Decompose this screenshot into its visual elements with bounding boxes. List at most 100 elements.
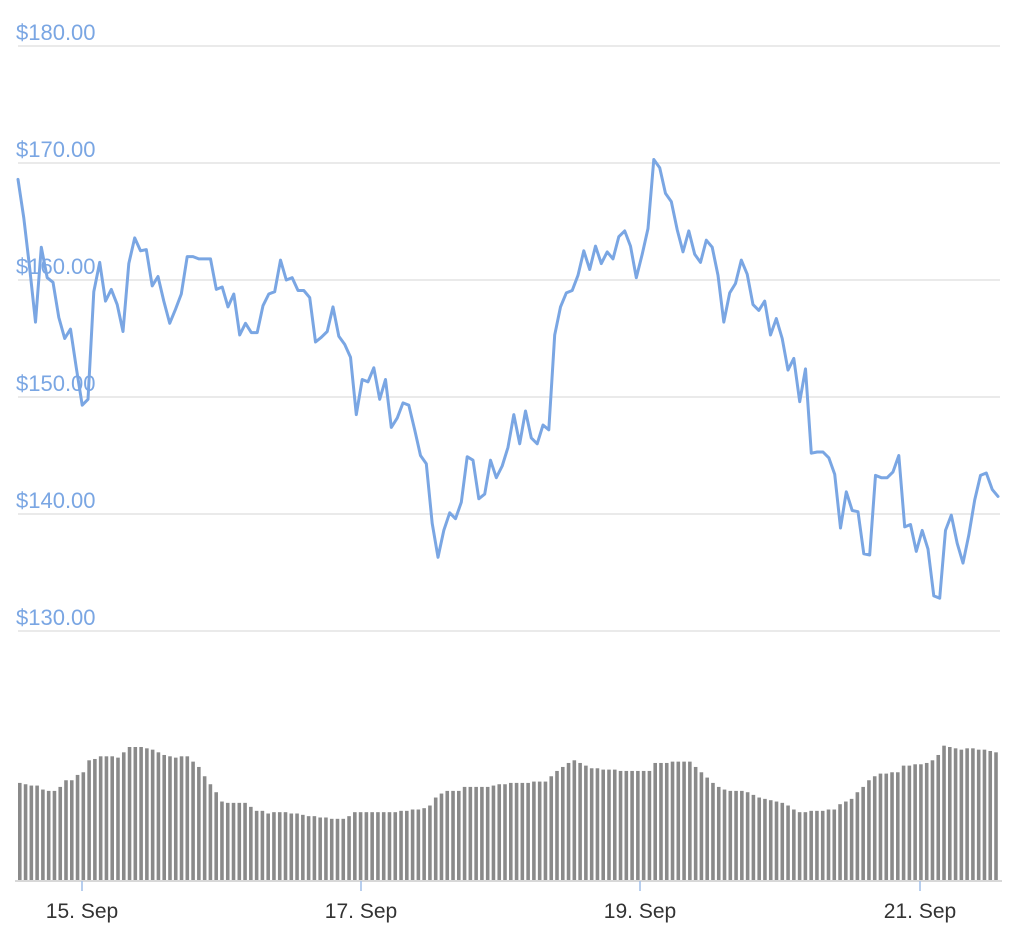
price-line: [16, 158, 1000, 600]
volume-bars: [18, 745, 998, 880]
volume-bar: [815, 810, 819, 880]
volume-bar: [445, 790, 450, 880]
volume-bar: [64, 780, 68, 880]
volume-bar: [110, 756, 114, 880]
volume-bar: [139, 747, 143, 880]
volume-bar: [878, 773, 883, 880]
volume-bar: [924, 762, 929, 880]
volume-bar: [855, 792, 860, 880]
volume-bar: [526, 782, 530, 880]
volume-bar: [959, 749, 964, 880]
volume-bar: [503, 784, 507, 880]
volume-bar: [428, 805, 432, 880]
volume-bar: [312, 816, 317, 880]
volume-bar: [254, 810, 259, 880]
volume-bar: [601, 769, 605, 880]
volume-bar: [283, 812, 288, 880]
volume-bar: [705, 777, 709, 880]
price-axis-labels: $130.00$140.00$150.00$160.00$170.00$180.…: [16, 20, 96, 630]
volume-bar: [907, 765, 912, 880]
volume-bar: [260, 810, 265, 880]
volume-bar: [150, 749, 155, 880]
volume-bar: [358, 812, 363, 880]
volume-bar: [566, 762, 571, 880]
volume-bar: [664, 762, 669, 880]
volume-bar: [636, 770, 640, 880]
x-tick-label: 21. Sep: [884, 900, 956, 923]
volume-bar: [532, 781, 536, 880]
volume-bar: [982, 749, 987, 880]
volume-bar: [18, 782, 22, 880]
volume-bar: [121, 752, 126, 880]
volume-bar: [861, 786, 865, 880]
volume-bar: [641, 770, 646, 880]
volume-bar: [913, 764, 917, 880]
volume-bar: [763, 798, 767, 880]
volume-bar: [711, 782, 715, 880]
volume-bar: [965, 748, 969, 880]
volume-bar: [35, 785, 39, 880]
volume-bar: [457, 790, 461, 880]
volume-bar: [872, 776, 877, 880]
volume-bar: [197, 766, 201, 880]
volume-bar: [728, 790, 733, 880]
volume-bar: [468, 786, 473, 880]
volume-bar: [422, 808, 426, 880]
volume-bar: [578, 762, 582, 880]
volume-bar: [786, 805, 790, 880]
volume-bar: [768, 800, 773, 880]
volume-bar: [757, 797, 761, 880]
x-tick-label: 17. Sep: [325, 900, 397, 923]
volume-bar: [393, 812, 398, 880]
volume-bar: [405, 810, 409, 880]
volume-bar: [364, 812, 369, 880]
volume-bar: [716, 786, 721, 880]
volume-bar: [104, 756, 109, 880]
volume-bar: [329, 818, 334, 880]
volume-bar: [653, 762, 657, 880]
volume-bar: [116, 757, 120, 880]
volume-bar: [381, 812, 386, 880]
volume-bar: [555, 770, 559, 880]
volume-bar: [168, 756, 172, 880]
volume-bar: [272, 812, 276, 880]
volume-bar: [451, 790, 455, 880]
x-tick-label: 19. Sep: [604, 900, 676, 923]
volume-bar: [439, 793, 444, 880]
volume-bar: [520, 782, 525, 880]
volume-bar: [797, 812, 802, 880]
volume-bar: [462, 786, 467, 880]
volume-bar: [376, 812, 380, 880]
x-tick-label: 15. Sep: [46, 900, 118, 923]
volume-bar: [751, 794, 756, 880]
volume-bar: [474, 786, 478, 880]
volume-bar: [225, 802, 230, 880]
volume-bar: [249, 806, 253, 880]
volume-bar: [607, 769, 611, 880]
volume-bar: [549, 776, 554, 880]
volume-bar: [976, 749, 981, 880]
volume-bar: [537, 781, 542, 880]
volume-bar: [792, 809, 796, 880]
volume-bar: [676, 761, 681, 880]
volume-bar: [820, 810, 825, 880]
volume-bar: [734, 790, 738, 880]
volume-bar: [58, 786, 63, 880]
volume-bar: [584, 765, 588, 880]
y-tick-label: $150.00: [16, 371, 96, 396]
volume-bar: [722, 789, 727, 880]
volume-bar: [514, 782, 519, 880]
volume-bar: [693, 766, 698, 880]
volume-bar: [41, 789, 45, 880]
volume-bar: [849, 798, 854, 880]
volume-bar: [295, 813, 299, 880]
volume-bar: [618, 770, 623, 880]
volume-bar: [509, 782, 513, 880]
volume-bar: [780, 802, 785, 880]
volume-bar: [890, 772, 894, 880]
volume-bar: [994, 752, 998, 880]
price-gridlines: [18, 45, 1000, 632]
volume-bar: [185, 756, 190, 880]
volume-bar: [75, 774, 80, 880]
